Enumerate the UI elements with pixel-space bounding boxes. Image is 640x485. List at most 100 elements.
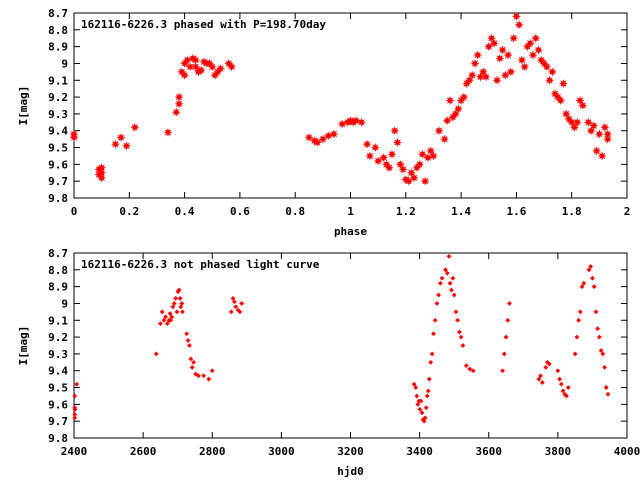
data-point bbox=[445, 95, 455, 106]
data-point bbox=[448, 287, 454, 293]
data-point bbox=[451, 292, 457, 298]
x-tick-label: 3400 bbox=[406, 445, 433, 458]
data-point bbox=[209, 368, 215, 374]
data-point bbox=[196, 65, 206, 75]
data-point bbox=[365, 151, 375, 161]
y-axis-label: I[mag] bbox=[17, 86, 30, 126]
y-tick-label: 9.1 bbox=[48, 74, 68, 87]
data-point bbox=[420, 176, 430, 186]
data-point bbox=[337, 119, 347, 129]
data-point bbox=[191, 62, 201, 72]
data-point bbox=[470, 58, 480, 69]
y-tick-label: 9.5 bbox=[48, 142, 68, 155]
data-point bbox=[503, 334, 509, 340]
y-tick-label: 9.3 bbox=[48, 108, 68, 121]
data-point bbox=[460, 343, 466, 348]
data-point bbox=[434, 300, 440, 306]
data-point bbox=[470, 368, 476, 374]
data-point bbox=[561, 109, 571, 119]
data-point bbox=[226, 62, 237, 72]
data-point bbox=[520, 62, 530, 72]
data-point bbox=[514, 20, 524, 30]
data-point bbox=[536, 376, 542, 382]
data-point bbox=[595, 326, 601, 332]
data-point bbox=[414, 393, 420, 399]
chart-panel-2: 2400 2600 2800 3000 3200 3400 3600 3800 4000 8.7 8… bbox=[17, 247, 640, 478]
data-point bbox=[439, 275, 445, 281]
data-point bbox=[442, 115, 452, 126]
data-point bbox=[453, 309, 459, 315]
data-point bbox=[417, 406, 423, 412]
data-point bbox=[170, 304, 176, 310]
data-point bbox=[418, 398, 424, 404]
data-point bbox=[429, 351, 435, 357]
data-point bbox=[174, 99, 184, 109]
data-point bbox=[572, 117, 582, 127]
data-point bbox=[153, 351, 159, 357]
data-point bbox=[602, 134, 613, 144]
data-point bbox=[186, 343, 192, 348]
data-point bbox=[384, 163, 394, 173]
data-point bbox=[444, 270, 450, 276]
data-point bbox=[379, 152, 389, 163]
data-point bbox=[478, 67, 488, 77]
data-point bbox=[193, 371, 199, 377]
data-point bbox=[184, 331, 190, 337]
data-point bbox=[157, 321, 163, 327]
data-point bbox=[130, 122, 140, 133]
data-point bbox=[598, 348, 604, 354]
data-point bbox=[547, 67, 558, 77]
data-point bbox=[419, 410, 425, 416]
data-point bbox=[180, 309, 186, 315]
data-point bbox=[424, 393, 430, 399]
data-point bbox=[538, 373, 544, 379]
y-tick-label: 9.8 bbox=[48, 192, 68, 205]
y-tick-label: 9.3 bbox=[48, 348, 68, 361]
x-tick-label: 4000 bbox=[614, 445, 640, 458]
data-point bbox=[191, 359, 197, 365]
data-point bbox=[473, 50, 483, 60]
data-point bbox=[555, 95, 566, 106]
data-point bbox=[422, 415, 428, 421]
data-point bbox=[555, 368, 561, 374]
data-point bbox=[572, 351, 578, 357]
data-point bbox=[409, 173, 419, 183]
data-point bbox=[567, 117, 577, 127]
data-point bbox=[174, 309, 180, 315]
x-tick-label: 2400 bbox=[61, 445, 88, 458]
y-tick-label: 9 bbox=[61, 57, 68, 70]
plot-frame bbox=[73, 252, 628, 439]
data-point bbox=[458, 334, 464, 340]
data-point bbox=[191, 55, 201, 65]
data-point bbox=[508, 33, 519, 43]
x-tick-label: 0.4 bbox=[175, 205, 195, 218]
data-point bbox=[546, 361, 552, 367]
data-point bbox=[505, 317, 511, 323]
data-point bbox=[467, 366, 473, 372]
data-point bbox=[489, 38, 499, 48]
data-point bbox=[593, 309, 599, 315]
data-point bbox=[163, 127, 173, 138]
data-point bbox=[171, 300, 177, 306]
data-point bbox=[557, 376, 563, 382]
data-point bbox=[436, 292, 442, 298]
data-point bbox=[501, 351, 507, 357]
data-point bbox=[72, 406, 78, 412]
data-point bbox=[600, 351, 606, 357]
data-point bbox=[544, 75, 555, 85]
data-point bbox=[455, 317, 461, 323]
x-tick-label: 1.2 bbox=[396, 205, 416, 218]
y-tick-label: 8.8 bbox=[48, 24, 68, 37]
y-tick-label: 9.6 bbox=[48, 158, 68, 171]
data-point bbox=[97, 168, 107, 178]
x-tick-label: 2600 bbox=[130, 445, 157, 458]
data-point bbox=[403, 176, 414, 186]
data-point bbox=[428, 151, 439, 161]
data-point bbox=[450, 275, 456, 281]
data-point bbox=[430, 331, 436, 337]
data-point bbox=[395, 159, 405, 170]
data-point bbox=[164, 321, 170, 327]
data-point bbox=[188, 356, 194, 362]
